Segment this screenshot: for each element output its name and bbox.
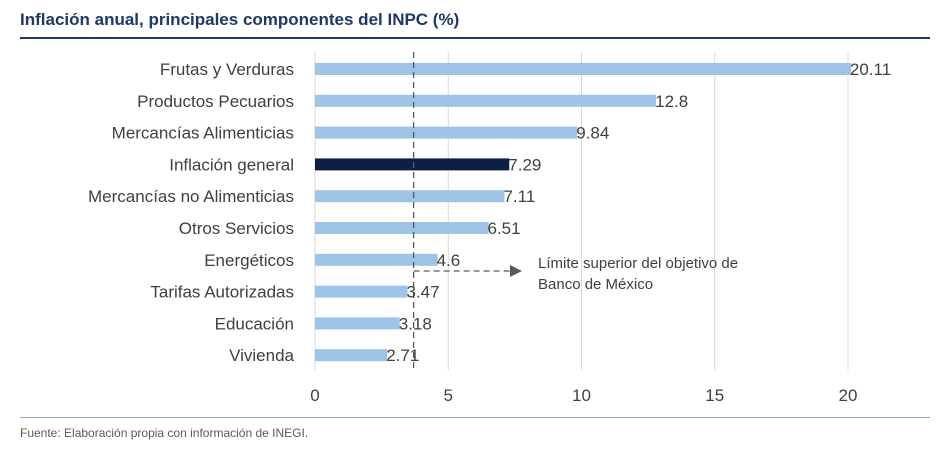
x-tick-label: 0 bbox=[310, 386, 319, 405]
category-label: Energéticos bbox=[204, 251, 294, 270]
value-label: 3.18 bbox=[399, 314, 432, 333]
reference-annotation: Límite superior del objetivo de bbox=[538, 255, 738, 272]
bar-4 bbox=[315, 190, 505, 203]
category-label: Inflación general bbox=[169, 155, 294, 174]
bar-chart: 0 5 10 15 20 Frutas y Verduras 20.11 Productos… bbox=[88, 52, 891, 405]
value-label: 12.8 bbox=[655, 92, 688, 111]
source-note: Fuente: Elaboración propia con informaci… bbox=[20, 426, 309, 440]
bar-6 bbox=[315, 253, 438, 266]
bar-5 bbox=[315, 222, 489, 234]
bar-9 bbox=[315, 349, 388, 362]
category-label: Educación bbox=[215, 314, 294, 333]
bar-3 bbox=[315, 158, 510, 171]
value-label: 6.51 bbox=[487, 219, 520, 238]
value-label: 7.11 bbox=[503, 187, 535, 206]
value-label: 9.84 bbox=[576, 124, 609, 143]
annotation-arrowhead bbox=[510, 265, 522, 277]
bar-7 bbox=[315, 285, 408, 298]
bar-1 bbox=[315, 94, 657, 107]
category-label: Otros Servicios bbox=[179, 219, 294, 238]
reference-line-group bbox=[412, 52, 522, 370]
value-label: 3.47 bbox=[406, 283, 439, 302]
bar-2 bbox=[315, 126, 578, 139]
x-tick-label: 10 bbox=[572, 386, 591, 405]
labels: 0 5 10 15 20 Frutas y Verduras 20.11 Productos… bbox=[88, 60, 891, 405]
reference-annotation: Banco de México bbox=[538, 276, 653, 293]
x-tick-label: 15 bbox=[705, 386, 724, 405]
value-label: 7.29 bbox=[508, 155, 541, 174]
value-label: 2.71 bbox=[386, 346, 419, 365]
title-underline bbox=[20, 37, 930, 39]
x-tick-label: 20 bbox=[839, 386, 858, 405]
category-label: Tarifas Autorizadas bbox=[150, 283, 294, 302]
bar-0 bbox=[315, 63, 851, 75]
chart-title: Inflación anual, principales componentes… bbox=[20, 10, 460, 29]
category-label: Mercancías Alimenticias bbox=[112, 124, 294, 143]
x-tick-label: 5 bbox=[444, 386, 453, 405]
value-label: 20.11 bbox=[850, 60, 891, 79]
footer-divider bbox=[20, 417, 930, 418]
value-label: 4.6 bbox=[437, 251, 461, 270]
category-label: Vivienda bbox=[229, 346, 294, 365]
category-label: Frutas y Verduras bbox=[160, 60, 294, 79]
category-label: Mercancías no Alimenticias bbox=[88, 187, 294, 206]
bar-8 bbox=[315, 317, 400, 330]
bars bbox=[315, 63, 851, 362]
category-label: Productos Pecuarios bbox=[137, 92, 294, 111]
